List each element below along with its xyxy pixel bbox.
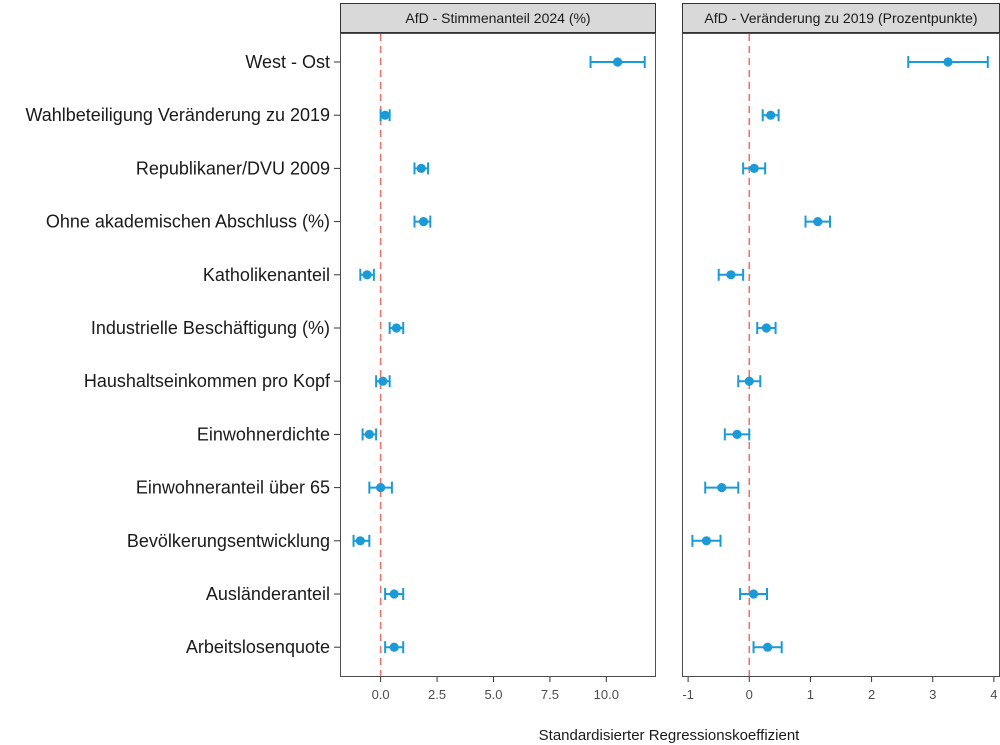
point-estimate bbox=[726, 270, 736, 280]
point-estimate bbox=[389, 589, 399, 599]
point-estimate bbox=[613, 57, 623, 67]
x-tick-label: 4 bbox=[990, 687, 997, 702]
x-tick-label: 0.0 bbox=[372, 687, 390, 702]
point-estimate bbox=[744, 376, 754, 386]
point-estimate bbox=[701, 536, 712, 546]
estimate-3 bbox=[742, 162, 767, 175]
estimate-6 bbox=[756, 322, 777, 334]
point-estimate bbox=[391, 323, 402, 333]
panel-border bbox=[340, 33, 656, 677]
estimate-10 bbox=[352, 534, 371, 547]
estimate-5 bbox=[359, 268, 375, 281]
estimate-11 bbox=[384, 588, 405, 600]
estimate-4 bbox=[413, 215, 432, 228]
point-estimate bbox=[813, 217, 823, 227]
estimate-9 bbox=[368, 481, 393, 494]
x-tick-label: 3 bbox=[929, 687, 936, 702]
panel-title: AfD - Veränderung zu 2019 (Prozentpunkte… bbox=[704, 10, 977, 26]
point-estimate bbox=[364, 429, 374, 439]
point-estimate bbox=[380, 110, 390, 120]
point-estimate bbox=[376, 483, 386, 493]
point-estimate bbox=[378, 376, 388, 386]
estimate-5 bbox=[717, 268, 745, 281]
category-label: Industrielle Beschäftigung (%) bbox=[91, 318, 330, 338]
point-estimate bbox=[763, 642, 773, 652]
estimate-3 bbox=[413, 162, 430, 175]
point-estimate bbox=[362, 270, 372, 280]
x-tick-label: -1 bbox=[682, 687, 694, 702]
category-label: Wahlbeteiligung Veränderung zu 2019 bbox=[25, 105, 330, 125]
panel-strip bbox=[682, 3, 1000, 33]
x-tick-label: 10.0 bbox=[594, 687, 619, 702]
point-estimate bbox=[748, 589, 759, 599]
x-tick-label: 2 bbox=[868, 687, 875, 702]
estimate-6 bbox=[388, 322, 405, 334]
estimate-7 bbox=[737, 375, 762, 388]
point-estimate bbox=[416, 163, 426, 173]
panels: AfD - Stimmenanteil 2024 (%) 0.0 2.5 5.0 7.5… bbox=[340, 3, 1000, 702]
category-label: Ausländeranteil bbox=[206, 584, 330, 604]
estimate-1 bbox=[589, 56, 646, 68]
estimate-10 bbox=[691, 534, 722, 547]
x-tick-label: 5.0 bbox=[484, 687, 502, 702]
x-tick-label: 2.5 bbox=[428, 687, 446, 702]
category-label: Einwohnerdichte bbox=[197, 424, 330, 444]
point-estimate bbox=[717, 483, 727, 493]
panel-1: AfD - Stimmenanteil 2024 (%) 0.0 2.5 5.0 7.5… bbox=[340, 3, 656, 702]
point-estimate bbox=[418, 217, 429, 227]
category-label: Haushaltseinkommen pro Kopf bbox=[84, 371, 331, 391]
estimate-2 bbox=[761, 109, 780, 122]
point-estimate bbox=[766, 110, 776, 120]
panel-title: AfD - Stimmenanteil 2024 (%) bbox=[405, 10, 590, 26]
x-axis-title: Standardisierter Regressionskoeffizient bbox=[539, 727, 801, 744]
x-tick-label: 0 bbox=[746, 687, 753, 702]
point-estimate bbox=[389, 642, 399, 652]
category-label: Bevölkerungsentwicklung bbox=[127, 531, 330, 551]
estimate-8 bbox=[723, 428, 751, 441]
estimate-9 bbox=[704, 481, 740, 494]
panel-strip bbox=[340, 3, 656, 33]
category-label: Einwohneranteil über 65 bbox=[136, 478, 330, 498]
estimate-12 bbox=[752, 641, 783, 654]
estimate-2 bbox=[379, 109, 391, 122]
estimate-4 bbox=[804, 215, 831, 228]
panel-border bbox=[682, 33, 1000, 677]
point-estimate bbox=[732, 429, 742, 439]
point-estimate bbox=[355, 536, 365, 546]
category-label: West - Ost bbox=[245, 52, 330, 72]
category-label: Katholikenanteil bbox=[203, 265, 330, 285]
estimate-1 bbox=[907, 56, 989, 68]
point-estimate bbox=[943, 57, 953, 67]
estimate-8 bbox=[361, 428, 378, 441]
estimate-11 bbox=[739, 588, 769, 600]
category-label: Ohne akademischen Abschluss (%) bbox=[46, 212, 330, 232]
category-label: Arbeitslosenquote bbox=[186, 637, 330, 657]
point-estimate bbox=[749, 163, 759, 173]
panel-2: AfD - Veränderung zu 2019 (Prozentpunkte… bbox=[682, 3, 1000, 702]
category-label: Republikaner/DVU 2009 bbox=[136, 158, 330, 178]
estimate-12 bbox=[384, 641, 405, 654]
category-labels: West - Ost Wahlbeteiligung Veränderung zu… bbox=[25, 52, 340, 657]
estimate-7 bbox=[375, 375, 391, 388]
point-estimate bbox=[761, 323, 771, 333]
x-tick-label: 1 bbox=[807, 687, 814, 702]
x-tick-label: 7.5 bbox=[541, 687, 559, 702]
